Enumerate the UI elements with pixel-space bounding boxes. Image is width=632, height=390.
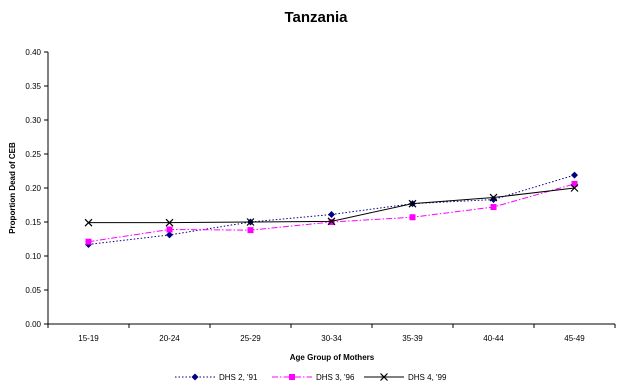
legend-label: DHS 3, '96: [316, 373, 355, 382]
data-point: [246, 218, 255, 226]
data-point: [327, 217, 336, 226]
legend-marker: [380, 373, 388, 381]
y-axis-label: Proportion Dead of CEB: [8, 142, 17, 234]
data-point: [165, 218, 174, 227]
x-axis-ticks: 15-19 20-24 25-29 30-34 35-39 40-44 45-49: [47, 324, 616, 343]
x-tick-label: 25-29: [240, 334, 261, 343]
x-axis-label: Age Group of Mothers: [290, 353, 375, 362]
data-point: [490, 204, 497, 211]
series-1: [85, 171, 578, 248]
data-point: [166, 226, 173, 233]
x-tick-label: 35-39: [402, 334, 423, 343]
legend-item: DHS 4, '99: [364, 373, 447, 382]
y-tick-label: 0.35: [25, 82, 41, 91]
y-tick-label: 0.30: [25, 116, 41, 125]
y-axis-ticks: 0.00 0.05 0.10 0.15 0.20 0.25 0.30 0.35 0.40: [25, 48, 48, 329]
legend-item: DHS 2, '91: [175, 373, 258, 382]
data-point: [571, 171, 578, 179]
x-tick-label: 30-34: [321, 334, 342, 343]
series-3: [84, 184, 579, 227]
data-point: [409, 214, 416, 221]
series-layer: [84, 171, 579, 248]
x-tick-label: 40-44: [483, 334, 504, 343]
data-point: [84, 218, 93, 227]
legend-label: DHS 4, '99: [408, 373, 447, 382]
chart-title: Tanzania: [284, 9, 348, 26]
legend: DHS 2, '91 DHS 3, '96 DHS 4, '99: [175, 373, 447, 382]
y-tick-label: 0.40: [25, 48, 41, 57]
y-tick-label: 0.25: [25, 150, 41, 159]
data-point: [408, 199, 417, 208]
y-tick-label: 0.20: [25, 184, 41, 193]
data-point: [85, 238, 92, 245]
legend-item: DHS 3, '96: [272, 373, 355, 382]
x-tick-label: 20-24: [159, 334, 180, 343]
data-point: [571, 180, 578, 187]
legend-marker: [289, 374, 295, 380]
data-point: [489, 193, 498, 202]
data-point: [328, 211, 335, 219]
legend-marker: [191, 373, 199, 381]
y-tick-label: 0.15: [25, 218, 41, 227]
x-tick-label: 15-19: [78, 334, 99, 343]
series-line: [88, 174, 575, 245]
y-tick-label: 0.00: [25, 320, 41, 329]
y-tick-label: 0.05: [25, 286, 41, 295]
data-point: [166, 231, 173, 239]
x-tick-label: 45-49: [564, 334, 585, 343]
data-point: [570, 184, 579, 192]
legend-label: DHS 2, '91: [219, 373, 258, 382]
y-tick-label: 0.10: [25, 252, 41, 261]
data-point: [247, 227, 254, 234]
